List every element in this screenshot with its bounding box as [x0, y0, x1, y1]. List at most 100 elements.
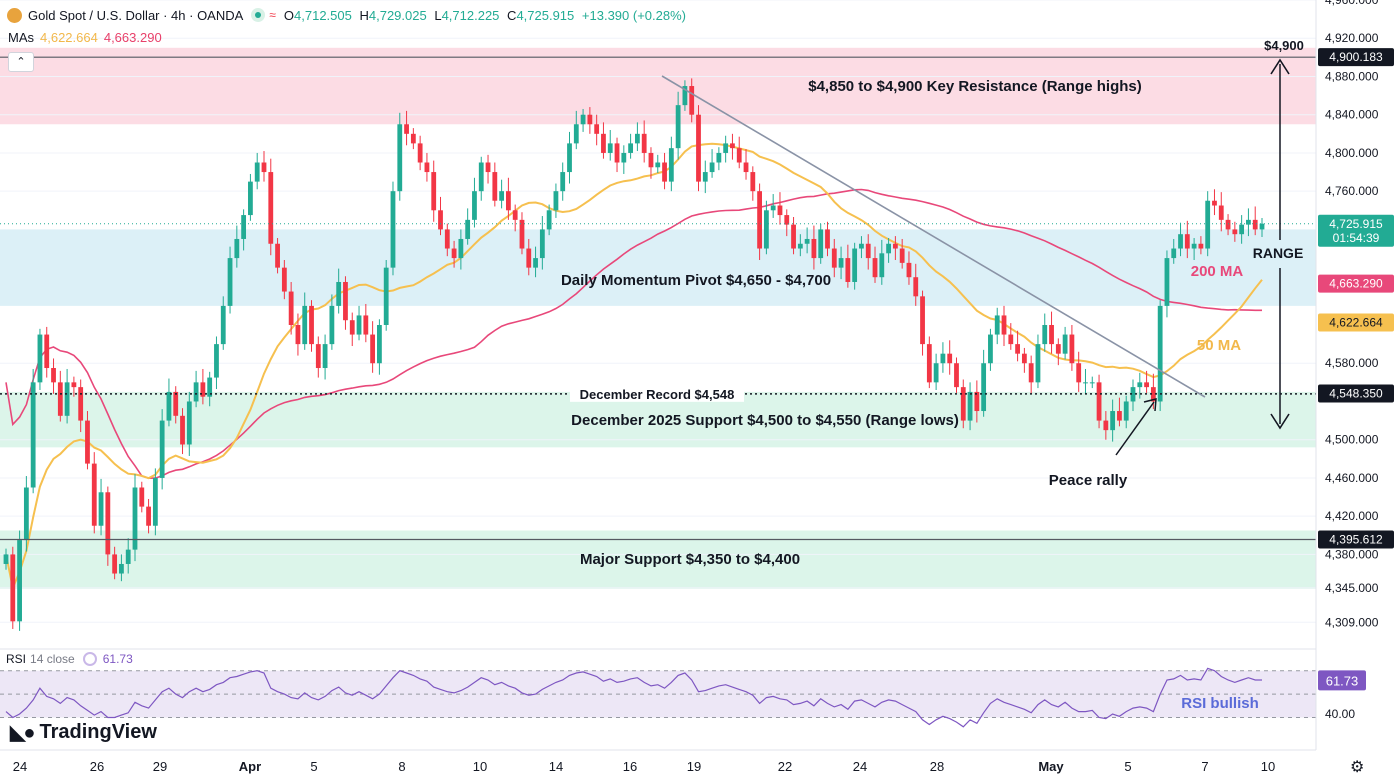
time-tick-label: Apr [239, 759, 261, 774]
time-tick-label: 29 [153, 759, 167, 774]
candle-body [872, 258, 878, 278]
candle-body [1218, 205, 1224, 220]
rsi-legend[interactable]: RSI 14 close 61.73 [6, 652, 133, 666]
candle-body [845, 258, 851, 282]
candle-body [51, 368, 56, 383]
candle-body [1252, 219, 1258, 230]
candle-body [960, 387, 966, 421]
time-tick-label: 10 [1261, 759, 1275, 774]
candle-body [200, 382, 206, 397]
candle-body [940, 353, 946, 364]
wave-icon[interactable]: ≈ [269, 8, 276, 22]
zone-label-2: December 2025 Support $4,500 to $4,550 (… [571, 412, 959, 429]
candle-body [1171, 248, 1177, 259]
candle-body [444, 229, 450, 249]
time-tick-label: 7 [1201, 759, 1208, 774]
candle-body [1191, 243, 1197, 249]
candle-body [519, 219, 525, 249]
time-tick-label: 26 [90, 759, 104, 774]
candle-body [1130, 387, 1136, 402]
candle-body [159, 420, 165, 478]
candle-body [750, 172, 756, 192]
candle-body [227, 258, 233, 306]
candle-body [322, 344, 328, 369]
candle-body [17, 540, 22, 622]
arrowhead-down-icon [1270, 413, 1290, 430]
zone-label-0: $4,850 to $4,900 Key Resistance (Range h… [808, 78, 1141, 95]
candle-body [1042, 325, 1048, 345]
candle-body [811, 238, 817, 259]
candle-body [675, 105, 681, 149]
rsi-line [5, 667, 1262, 728]
candle-body [1246, 219, 1251, 225]
candle-body [709, 162, 715, 173]
symbol-title[interactable]: Gold Spot / U.S. Dollar · 4h · OANDA [28, 7, 244, 23]
candle-body [1164, 258, 1170, 306]
arrowhead-up-icon [1270, 58, 1290, 75]
ma50-value: 4,622.664 [40, 30, 98, 45]
chevron-up-icon[interactable]: ⌃ [8, 52, 34, 72]
price-tick-label: 4,760.000 [1325, 184, 1379, 198]
candle-body [716, 152, 722, 163]
candle-body [696, 114, 701, 182]
candle-body [214, 344, 219, 378]
candle-body [641, 133, 647, 153]
candle-body [852, 248, 858, 282]
candles [3, 78, 1265, 631]
price-tag-bg-0 [1318, 48, 1394, 67]
candle-body [363, 315, 369, 335]
candle-body [791, 224, 796, 249]
ma-legend[interactable]: MAs 4,622.664 4,663.290 [8, 30, 162, 45]
rsi-params: 14 close [30, 652, 75, 666]
candle-body [64, 382, 70, 416]
candle-body [926, 344, 932, 383]
candle-body [1028, 363, 1034, 383]
candle-body [295, 325, 301, 345]
price-tick-label: 4,309.000 [1325, 615, 1379, 629]
candle-body [180, 415, 185, 445]
candle-body [349, 320, 355, 335]
rsi-bullish-label: RSI bullish [1181, 695, 1259, 712]
price-tick-label: 4,880.000 [1325, 69, 1379, 83]
candle-body [567, 143, 572, 173]
candle-body [621, 152, 627, 163]
candle-body [166, 391, 172, 421]
candle-body [1184, 234, 1190, 249]
candle-body [1123, 401, 1129, 421]
candle-body [634, 133, 640, 144]
tradingview-logo[interactable]: ◣● TradingView [10, 720, 157, 745]
candle-body [186, 401, 192, 445]
price-tick-label: 4,500.000 [1325, 433, 1379, 447]
price-tick-label: 4,960.000 [1325, 0, 1379, 7]
price-tick-label: 4,460.000 [1325, 471, 1379, 485]
candle-body [784, 215, 790, 225]
tradingview-wordmark: TradingView [39, 721, 157, 743]
candle-body [933, 363, 939, 383]
candle-body [899, 248, 905, 263]
record-label: December Record $4,548 [580, 387, 735, 402]
candle-body [139, 487, 145, 507]
levels [0, 56, 1316, 541]
candle-body [682, 86, 688, 106]
candle-body [506, 191, 511, 211]
gold-coin-icon [7, 7, 22, 23]
candle-body [125, 549, 131, 564]
candle-body [1259, 223, 1265, 230]
candle-body [1198, 243, 1204, 249]
zone-resistance-0 [0, 47, 1316, 125]
gear-icon[interactable]: ⚙ [1350, 759, 1365, 776]
candle-body [1103, 420, 1109, 431]
candle-body [967, 391, 973, 421]
time-tick-label: May [1038, 759, 1064, 774]
candle-body [424, 162, 430, 173]
candle-body [573, 124, 579, 144]
candle-body [607, 143, 613, 153]
candle-body [207, 377, 213, 397]
candle-body [886, 243, 891, 254]
candle-body [3, 554, 9, 564]
price-tick-label: 4,840.000 [1325, 108, 1379, 122]
price-axis: 4,960.000 4,920.000 4,880.000 4,840.000 4,80… [1315, 0, 1400, 779]
candle-body [404, 124, 409, 134]
price-tick-label: 4,380.000 [1325, 547, 1379, 561]
